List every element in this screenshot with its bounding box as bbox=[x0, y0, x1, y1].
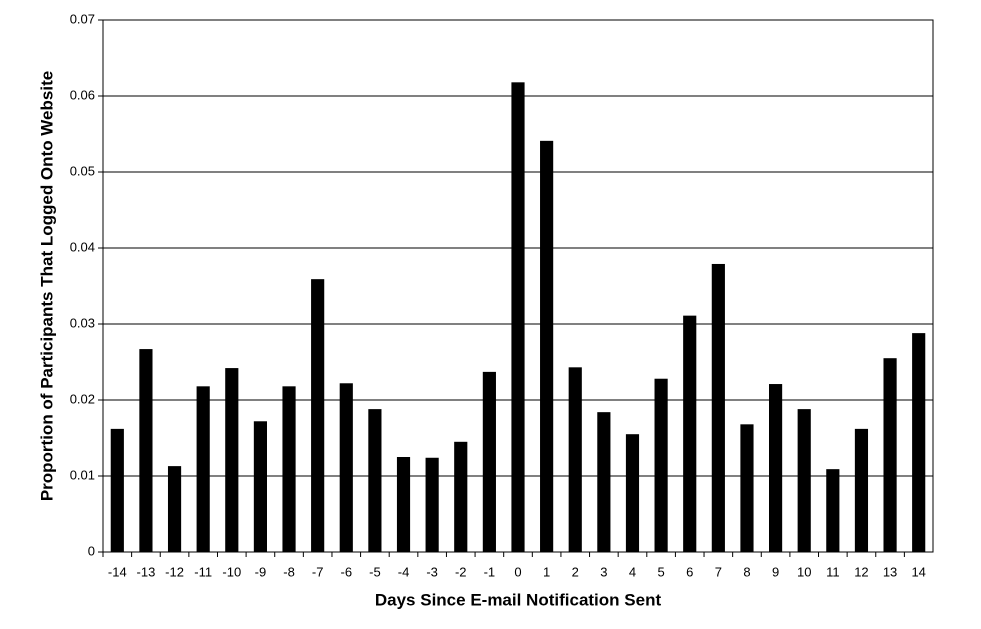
x-tick-label: 2 bbox=[572, 564, 579, 579]
x-tick-label: 8 bbox=[743, 564, 750, 579]
bar bbox=[482, 371, 496, 552]
bar bbox=[769, 384, 783, 552]
x-tick-label: -12 bbox=[165, 564, 184, 579]
y-tick-label: 0.07 bbox=[70, 11, 95, 26]
bar bbox=[425, 457, 439, 552]
y-tick-label: 0.02 bbox=[70, 391, 95, 406]
bar bbox=[826, 469, 840, 552]
bar bbox=[597, 412, 611, 552]
bar bbox=[339, 383, 353, 552]
bar bbox=[196, 386, 210, 552]
x-tick-label: -9 bbox=[255, 564, 267, 579]
x-tick-label: -3 bbox=[426, 564, 438, 579]
x-tick-label: -2 bbox=[455, 564, 467, 579]
y-tick-label: 0 bbox=[88, 543, 95, 558]
x-tick-label: 7 bbox=[715, 564, 722, 579]
x-tick-label: 9 bbox=[772, 564, 779, 579]
x-tick-label: 10 bbox=[797, 564, 811, 579]
bar bbox=[683, 315, 697, 552]
bar bbox=[282, 386, 296, 552]
x-tick-label: -6 bbox=[340, 564, 352, 579]
bar bbox=[511, 82, 525, 552]
x-tick-label: 0 bbox=[514, 564, 521, 579]
x-tick-label: 6 bbox=[686, 564, 693, 579]
bar bbox=[311, 279, 325, 552]
bar bbox=[654, 378, 668, 552]
x-tick-label: -13 bbox=[137, 564, 156, 579]
bar bbox=[225, 368, 239, 552]
x-tick-label: -4 bbox=[398, 564, 410, 579]
x-tick-label: -8 bbox=[283, 564, 295, 579]
bar bbox=[368, 409, 382, 552]
x-tick-label: 13 bbox=[883, 564, 897, 579]
x-tick-label: 3 bbox=[600, 564, 607, 579]
bar bbox=[740, 424, 754, 552]
x-tick-label: -10 bbox=[222, 564, 241, 579]
x-tick-label: 14 bbox=[911, 564, 925, 579]
x-axis-title: Days Since E-mail Notification Sent bbox=[375, 590, 662, 609]
bar bbox=[139, 349, 153, 552]
y-tick-label: 0.03 bbox=[70, 315, 95, 330]
x-tick-label: 5 bbox=[657, 564, 664, 579]
bar bbox=[454, 441, 468, 552]
bar bbox=[253, 421, 267, 552]
bar bbox=[396, 457, 411, 552]
bar bbox=[912, 333, 926, 552]
bar bbox=[854, 428, 869, 552]
bar bbox=[167, 466, 182, 552]
x-tick-label: -1 bbox=[484, 564, 496, 579]
x-tick-label: 1 bbox=[543, 564, 550, 579]
x-tick-label: -11 bbox=[194, 564, 212, 579]
y-tick-label: 0.05 bbox=[70, 163, 95, 178]
bar bbox=[625, 434, 640, 552]
bar bbox=[568, 367, 582, 552]
y-tick-label: 0.01 bbox=[70, 467, 95, 482]
y-tick-label: 0.04 bbox=[70, 239, 95, 254]
x-tick-label: 11 bbox=[826, 564, 840, 579]
bar bbox=[797, 409, 811, 552]
x-tick-label: 4 bbox=[629, 564, 636, 579]
bar bbox=[540, 140, 554, 552]
x-tick-label: -7 bbox=[312, 564, 324, 579]
bar bbox=[883, 358, 897, 552]
x-tick-label: 12 bbox=[854, 564, 868, 579]
bar bbox=[110, 428, 124, 552]
y-tick-label: 0.06 bbox=[70, 87, 95, 102]
x-tick-label: -5 bbox=[369, 564, 381, 579]
x-tick-label: -14 bbox=[108, 564, 127, 579]
y-axis-title: Proportion of Participants That Logged O… bbox=[37, 71, 56, 501]
bar bbox=[711, 263, 725, 552]
